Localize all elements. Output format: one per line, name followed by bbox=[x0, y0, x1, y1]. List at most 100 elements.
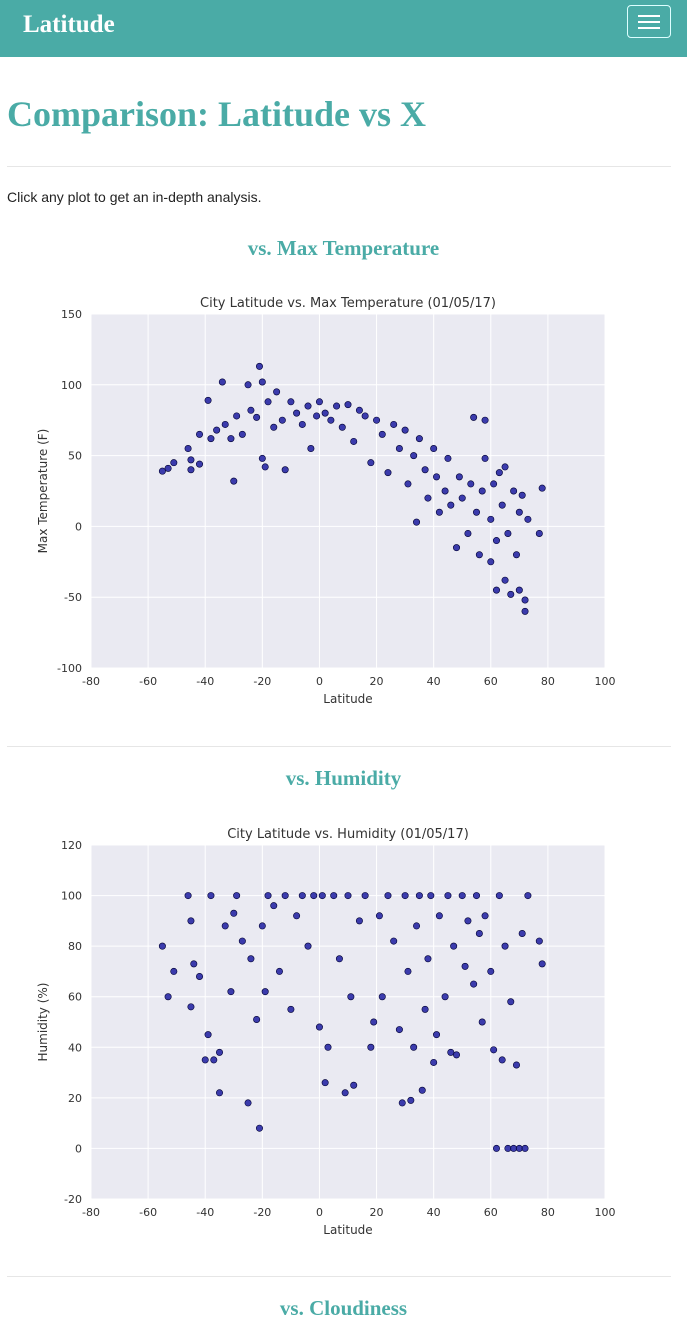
plot-area bbox=[91, 845, 605, 1199]
data-point bbox=[535, 937, 543, 945]
x-tick-label: -80 bbox=[82, 1206, 100, 1219]
data-point bbox=[187, 1003, 195, 1011]
x-tick-label: 0 bbox=[316, 675, 323, 688]
data-point bbox=[521, 1144, 529, 1152]
data-point bbox=[304, 942, 312, 950]
data-point bbox=[367, 459, 375, 467]
data-point bbox=[261, 988, 269, 996]
data-point bbox=[390, 420, 398, 428]
page-heading: Comparison: Latitude vs X bbox=[7, 94, 427, 134]
data-point bbox=[444, 892, 452, 900]
data-point bbox=[404, 480, 412, 488]
data-point bbox=[481, 454, 489, 462]
data-point bbox=[270, 902, 278, 910]
data-point bbox=[230, 477, 238, 485]
data-point bbox=[275, 967, 283, 975]
section-heading: vs. Cloudiness bbox=[279, 1296, 408, 1320]
data-point bbox=[512, 551, 520, 559]
data-point bbox=[318, 892, 326, 900]
data-point bbox=[444, 454, 452, 462]
data-point bbox=[433, 473, 441, 481]
data-point bbox=[344, 892, 352, 900]
data-point bbox=[421, 1005, 429, 1013]
data-point bbox=[453, 544, 461, 552]
data-point bbox=[518, 491, 526, 499]
data-point bbox=[273, 388, 281, 396]
data-point bbox=[441, 993, 449, 1001]
data-point bbox=[216, 1089, 224, 1097]
divider bbox=[7, 746, 671, 747]
data-point bbox=[481, 416, 489, 424]
data-point bbox=[315, 398, 323, 406]
data-point bbox=[281, 466, 289, 474]
x-axis-label: Latitude bbox=[323, 692, 372, 706]
data-point bbox=[430, 445, 438, 453]
data-point bbox=[453, 1051, 461, 1059]
data-point bbox=[430, 1058, 438, 1066]
data-point bbox=[213, 426, 221, 434]
data-point bbox=[287, 398, 295, 406]
data-point bbox=[521, 596, 529, 604]
data-point bbox=[378, 430, 386, 438]
data-point bbox=[413, 518, 421, 526]
data-point bbox=[433, 1031, 441, 1039]
data-point bbox=[164, 464, 172, 472]
data-point bbox=[187, 456, 195, 464]
data-point bbox=[490, 480, 498, 488]
data-point bbox=[407, 1096, 415, 1104]
data-point bbox=[207, 435, 215, 443]
data-point bbox=[441, 487, 449, 495]
data-point bbox=[524, 515, 532, 523]
brand[interactable]: Latitude bbox=[23, 11, 115, 38]
data-point bbox=[210, 1056, 218, 1064]
data-point bbox=[504, 529, 512, 537]
data-point bbox=[170, 967, 178, 975]
data-point bbox=[196, 430, 204, 438]
chart[interactable]: City Latitude vs. Max Temperature (01/05… bbox=[0, 280, 687, 710]
data-point bbox=[524, 892, 532, 900]
data-point bbox=[227, 435, 235, 443]
data-point bbox=[370, 1018, 378, 1026]
data-point bbox=[481, 912, 489, 920]
y-axis-label: Humidity (%) bbox=[36, 983, 50, 1062]
data-point bbox=[435, 508, 443, 516]
data-point bbox=[361, 412, 369, 420]
y-tick-label: -100 bbox=[57, 662, 82, 675]
data-point bbox=[492, 586, 500, 594]
x-tick-label: 40 bbox=[427, 1206, 441, 1219]
data-point bbox=[158, 467, 166, 475]
data-point bbox=[450, 942, 458, 950]
data-point bbox=[501, 576, 509, 584]
x-tick-label: 80 bbox=[541, 675, 555, 688]
data-point bbox=[341, 1089, 349, 1097]
data-point bbox=[507, 590, 515, 598]
data-point bbox=[464, 917, 472, 925]
data-point bbox=[373, 416, 381, 424]
data-point bbox=[458, 892, 466, 900]
chart[interactable]: City Latitude vs. Humidity (01/05/17) -80… bbox=[0, 811, 687, 1241]
data-point bbox=[435, 912, 443, 920]
x-tick-label: 20 bbox=[370, 1206, 384, 1219]
data-point bbox=[335, 955, 343, 963]
y-tick-label: 150 bbox=[61, 308, 82, 321]
chart-title: City Latitude vs. Max Temperature (01/05… bbox=[200, 296, 496, 311]
data-point bbox=[170, 459, 178, 467]
x-tick-label: 100 bbox=[595, 675, 616, 688]
data-point bbox=[255, 362, 263, 370]
y-tick-label: 100 bbox=[61, 890, 82, 903]
data-point bbox=[221, 420, 229, 428]
data-point bbox=[535, 529, 543, 537]
y-tick-label: -20 bbox=[64, 1193, 82, 1206]
data-point bbox=[521, 607, 529, 615]
data-point bbox=[184, 445, 192, 453]
data-point bbox=[204, 396, 212, 404]
data-point bbox=[384, 892, 392, 900]
data-point bbox=[467, 480, 475, 488]
data-point bbox=[538, 484, 546, 492]
data-point bbox=[501, 942, 509, 950]
divider bbox=[7, 166, 671, 167]
menu-toggle[interactable] bbox=[627, 5, 671, 38]
data-point bbox=[404, 967, 412, 975]
data-point bbox=[304, 402, 312, 410]
data-point bbox=[355, 917, 363, 925]
